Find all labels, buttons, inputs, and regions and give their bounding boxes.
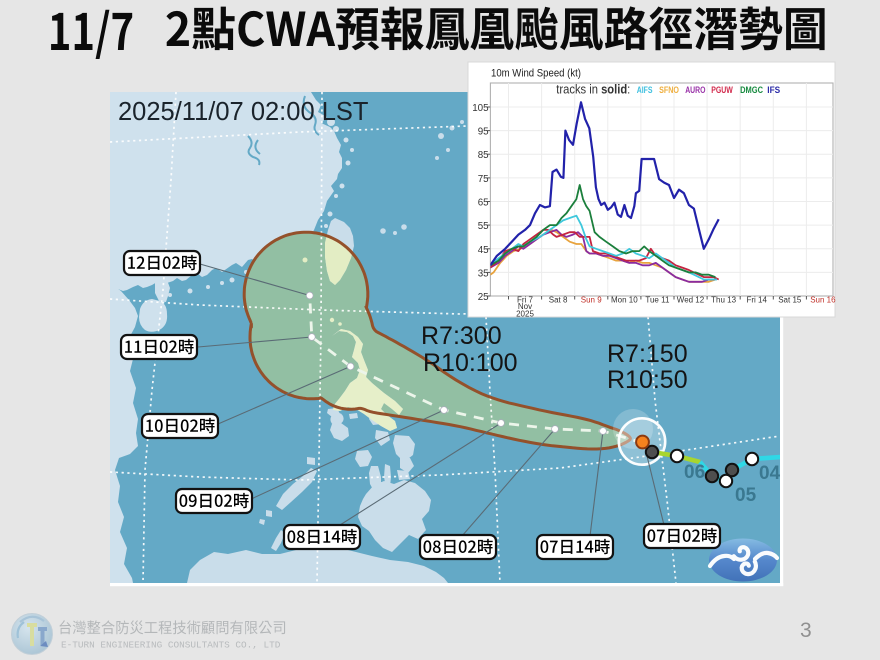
svg-text:AURO: AURO <box>685 85 705 96</box>
svg-text:R7:150: R7:150 <box>607 340 688 368</box>
svg-text:06: 06 <box>684 462 705 483</box>
svg-text:10m Wind Speed (kt): 10m Wind Speed (kt) <box>491 68 581 80</box>
svg-text:R10:50: R10:50 <box>607 366 688 394</box>
svg-text:SFNO: SFNO <box>659 85 679 96</box>
svg-text:tracks in solid:: tracks in solid: <box>556 83 630 97</box>
svg-text:Sat 8: Sat 8 <box>549 296 568 305</box>
svg-text:AIFS: AIFS <box>637 85 653 96</box>
svg-text:35: 35 <box>478 268 489 279</box>
svg-text:IFS: IFS <box>767 85 780 96</box>
svg-text:Nov: Nov <box>518 302 532 311</box>
svg-text:Mon 10: Mon 10 <box>611 296 638 305</box>
svg-text:Sun 9: Sun 9 <box>581 296 602 305</box>
svg-text:Sun 16: Sun 16 <box>810 296 836 305</box>
svg-text:Thu 13: Thu 13 <box>711 296 736 305</box>
svg-text:65: 65 <box>478 198 489 209</box>
svg-text:45: 45 <box>478 245 489 256</box>
svg-text:25: 25 <box>478 292 489 303</box>
svg-text:2025: 2025 <box>516 310 534 319</box>
svg-text:R7:300: R7:300 <box>421 322 502 350</box>
svg-text:95: 95 <box>478 127 489 138</box>
svg-text:85: 85 <box>478 150 489 161</box>
svg-text:PGUW: PGUW <box>711 85 733 96</box>
svg-text:DMGC: DMGC <box>740 85 763 96</box>
svg-text:55: 55 <box>478 221 489 232</box>
svg-text:3: 3 <box>800 619 812 642</box>
svg-text:04: 04 <box>759 463 781 484</box>
svg-text:105: 105 <box>472 103 489 114</box>
svg-text:05: 05 <box>735 485 757 506</box>
svg-text:Sat 15: Sat 15 <box>778 296 802 305</box>
svg-text:E-TURN ENGINEERING CONSULTANTS: E-TURN ENGINEERING CONSULTANTS CO., LTD <box>61 640 281 651</box>
svg-text:2025/11/07 02:00 LST: 2025/11/07 02:00 LST <box>118 98 368 126</box>
svg-text:75: 75 <box>478 174 489 185</box>
svg-text:Fri 7: Fri 7 <box>517 296 534 305</box>
svg-text:Fri 14: Fri 14 <box>746 296 767 305</box>
svg-text:Wed 12: Wed 12 <box>677 296 705 305</box>
svg-text:R10:100: R10:100 <box>423 349 518 377</box>
svg-text:Tue 11: Tue 11 <box>645 296 670 305</box>
